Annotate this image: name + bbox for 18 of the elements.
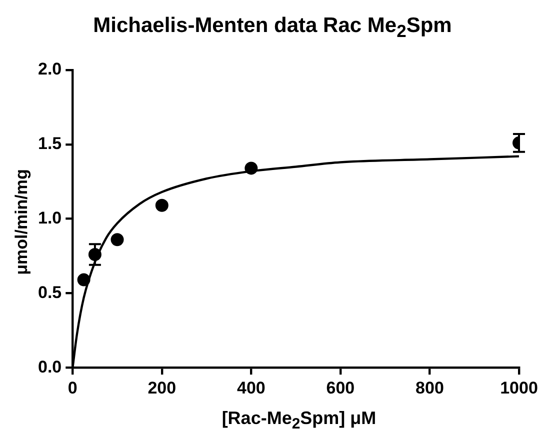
chart-title: Michaelis-Menten data Rac Me$_{2}$Spm	[92, 14, 453, 42]
x-tick-label: 600	[326, 378, 355, 398]
point	[244, 162, 258, 175]
x-tick-label: 0	[68, 378, 78, 398]
x-tick-label: 400	[236, 378, 266, 398]
y-tick-label: 0.5	[38, 282, 62, 302]
y-axis-title: μmol/min/mg	[12, 169, 32, 275]
y-tick-label: 0.0	[38, 357, 62, 376]
x-tick-label: 800	[416, 378, 444, 398]
y-tick-label: 2.0	[38, 60, 62, 79]
point	[110, 233, 124, 246]
point	[77, 273, 90, 286]
x-tick-label: 1000	[500, 378, 538, 398]
x-axis-title: [Rac-Me$_{2}$Spm] μM	[220, 408, 378, 433]
y-tick-label: 1.5	[38, 134, 62, 154]
point	[155, 198, 168, 212]
x-tick-label: 200	[148, 378, 176, 398]
y-tick-label: 1.0	[38, 208, 62, 228]
